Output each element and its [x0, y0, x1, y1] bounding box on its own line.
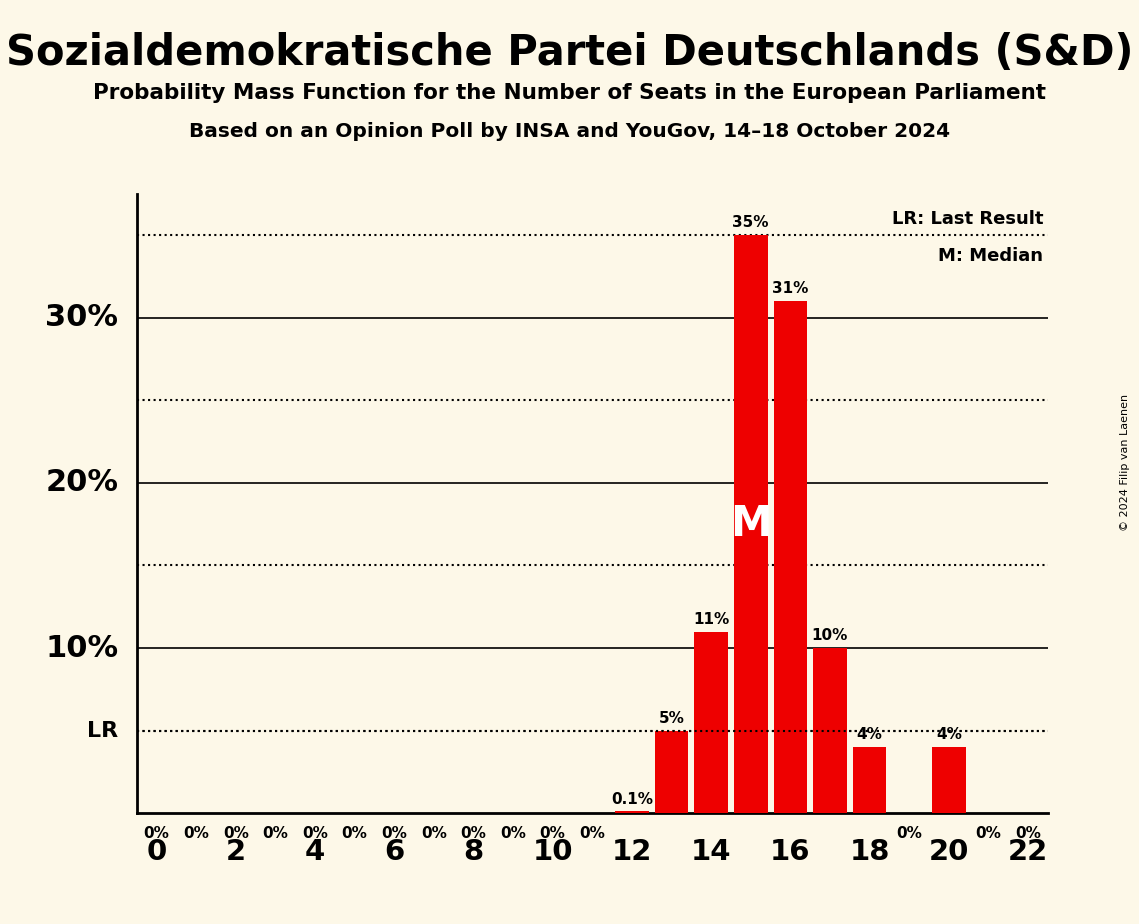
- Text: 0%: 0%: [460, 826, 486, 842]
- Text: 0.1%: 0.1%: [611, 792, 653, 807]
- Text: 35%: 35%: [732, 215, 769, 230]
- Text: 31%: 31%: [772, 282, 809, 297]
- Text: 5%: 5%: [658, 711, 685, 725]
- Text: 0%: 0%: [540, 826, 566, 842]
- Text: 0%: 0%: [223, 826, 248, 842]
- Text: 4%: 4%: [857, 727, 883, 742]
- Text: 10%: 10%: [812, 628, 849, 643]
- Text: 0%: 0%: [580, 826, 605, 842]
- Text: 30%: 30%: [46, 303, 118, 333]
- Text: Based on an Opinion Poll by INSA and YouGov, 14–18 October 2024: Based on an Opinion Poll by INSA and You…: [189, 122, 950, 141]
- Bar: [853, 748, 886, 813]
- Text: 0%: 0%: [382, 826, 407, 842]
- Text: LR: LR: [88, 721, 118, 740]
- Text: Probability Mass Function for the Number of Seats in the European Parliament: Probability Mass Function for the Number…: [93, 83, 1046, 103]
- Text: 0%: 0%: [500, 826, 526, 842]
- Bar: [773, 301, 808, 813]
- Bar: [655, 731, 688, 813]
- Text: M: Median: M: Median: [939, 247, 1043, 264]
- Bar: [695, 631, 728, 813]
- Text: 0%: 0%: [975, 826, 1001, 842]
- Bar: [813, 648, 846, 813]
- Text: M: M: [730, 504, 771, 545]
- Text: 0%: 0%: [421, 826, 446, 842]
- Text: 11%: 11%: [693, 612, 729, 626]
- Text: 0%: 0%: [183, 826, 210, 842]
- Text: 20%: 20%: [46, 468, 118, 497]
- Text: Sozialdemokratische Partei Deutschlands (S&D): Sozialdemokratische Partei Deutschlands …: [6, 32, 1133, 74]
- Text: © 2024 Filip van Laenen: © 2024 Filip van Laenen: [1121, 394, 1130, 530]
- Text: 10%: 10%: [46, 634, 118, 663]
- Bar: [615, 811, 649, 813]
- Text: 0%: 0%: [144, 826, 170, 842]
- Text: 0%: 0%: [302, 826, 328, 842]
- Bar: [932, 748, 966, 813]
- Text: LR: Last Result: LR: Last Result: [892, 210, 1043, 227]
- Text: 0%: 0%: [896, 826, 923, 842]
- Text: 0%: 0%: [342, 826, 368, 842]
- Text: 4%: 4%: [936, 727, 961, 742]
- Text: 0%: 0%: [262, 826, 288, 842]
- Bar: [734, 236, 768, 813]
- Text: 0%: 0%: [1015, 826, 1041, 842]
